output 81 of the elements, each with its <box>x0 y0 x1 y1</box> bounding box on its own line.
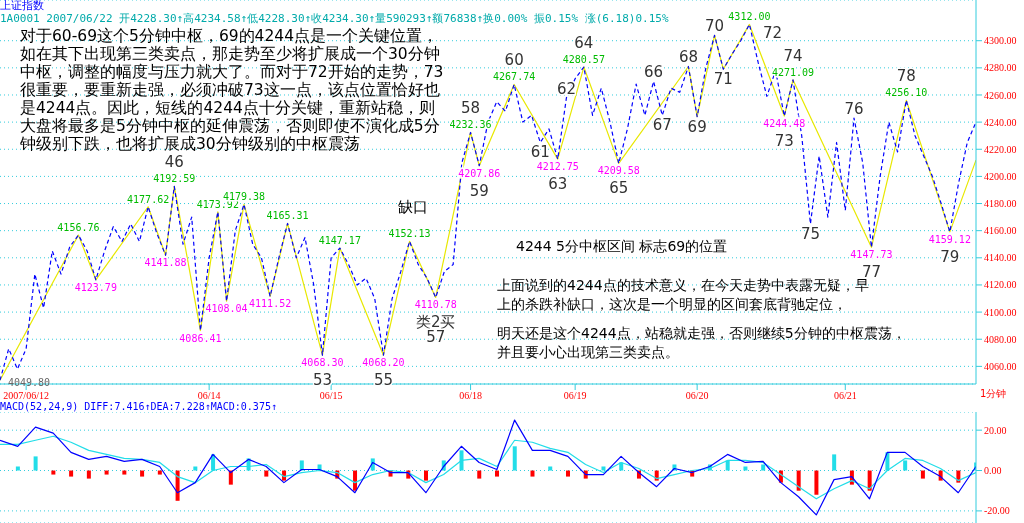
annotation: 缺口 <box>398 198 429 216</box>
annotation: 76 <box>844 100 864 119</box>
annotation: 4271.09 <box>771 66 815 78</box>
annotation: 4141.88 <box>144 257 187 269</box>
annotation: 57 <box>426 328 446 347</box>
x-axis-title: 1分钟 <box>980 388 1007 400</box>
annotation: 明天还是这个4244点，站稳就走强，否则继续5分钟的中枢震荡，并且要小心出现第三类卖点。 <box>497 324 907 362</box>
annotation: 55 <box>373 371 393 390</box>
x-tick-label: 2007/06/12 <box>3 390 49 402</box>
chart-title: MACD(52,24,9) DIFF:7.416↑DEA:7.228↑MACD:0.375↑ <box>0 401 277 413</box>
annotation: 66 <box>644 63 664 82</box>
annotation: 79 <box>940 247 960 266</box>
y-tick-label: 4300.00 <box>984 35 1017 47</box>
annotation: 4209.58 <box>597 165 640 177</box>
y-tick-label: 4140.00 <box>984 252 1017 264</box>
x-tick-label: 06/19 <box>563 390 587 402</box>
annotation: 65 <box>609 179 629 198</box>
annotation: 73 <box>774 132 794 151</box>
annotation: 4086.41 <box>179 332 222 344</box>
annotation: 64 <box>574 34 594 53</box>
annotation: 70 <box>705 17 725 36</box>
y-tick-label: 4200.00 <box>984 170 1017 182</box>
annotation: 53 <box>312 371 332 390</box>
y-tick-label: 4100.00 <box>984 306 1017 318</box>
annotation: 68 <box>678 48 698 67</box>
annotation: 4244.48 <box>763 118 806 130</box>
y-tick-label: 4120.00 <box>984 279 1017 291</box>
annotation: 4212.75 <box>536 161 579 173</box>
y-tick-label: 4180.00 <box>984 198 1017 210</box>
y-tick-label: 0.00 <box>984 465 1002 477</box>
annotation: 4068.30 <box>301 357 344 369</box>
y-tick-label: -20.00 <box>984 505 1010 517</box>
annotation: 对于60-69这个5分钟中枢，69的4244点是一个关键位置，如在其下出现第三类卖点，那走势至少将扩展成一个30分钟中枢，调整的幅度与压力就大了。而对于72开始的走势，73很重要，要重新走强，必须冲破73这一点，该点位置恰好也是4244点。因此，短线的4244点十分关键，重新站稳，则大盘将最多是5分钟中枢的延伸震荡，否则即使不演化成5分钟级别下跌，也将扩展成30分钟级别的中枢震荡 <box>20 27 445 153</box>
annotation: 72 <box>763 24 784 42</box>
annotation: 4256.10 <box>885 87 928 99</box>
y-tick-label: 4220.00 <box>984 143 1017 155</box>
y-tick-label: 4280.00 <box>984 62 1017 74</box>
annotation: 75 <box>800 224 820 243</box>
y-tick-label: 4060.00 <box>984 360 1017 372</box>
annotation: 4280.57 <box>562 54 605 66</box>
x-tick-label: 06/20 <box>685 390 709 402</box>
annotation: 4108.04 <box>205 303 248 315</box>
y-tick-label: 4240.00 <box>984 116 1017 128</box>
annotation: 4267.74 <box>493 71 536 83</box>
annotation: 4156.76 <box>57 222 100 234</box>
annotation: 59 <box>469 181 489 200</box>
x-tick-label: 06/18 <box>459 390 482 402</box>
annotation: 4177.62 <box>127 193 170 205</box>
annotation: 74 <box>783 46 803 65</box>
annotation: 71 <box>713 70 733 89</box>
annotation: 4165.31 <box>266 210 309 222</box>
x-tick-label: 06/21 <box>833 390 857 402</box>
y-tick-label: 4080.00 <box>984 333 1017 345</box>
y-tick-label: 4260.00 <box>984 89 1017 101</box>
annotation: 4312.00 <box>728 11 771 23</box>
annotation: 63 <box>548 175 568 194</box>
annotation: 4159.12 <box>928 233 971 245</box>
annotation: 60 <box>504 51 524 70</box>
annotation: 4111.52 <box>249 298 292 310</box>
annotation: 4244 5分中枢区间 标志69的位置 <box>516 238 728 254</box>
annotation: 4068.20 <box>362 357 405 369</box>
annotation: 4152.13 <box>388 228 431 240</box>
annotation: 4110.78 <box>414 299 457 311</box>
annotation: 62 <box>556 79 576 98</box>
annotation: 58 <box>461 99 481 118</box>
annotation: 67 <box>652 116 672 135</box>
text: 1A0001 2007/06/22 开4228.30↑高4234.58↑低4228.30↑收4234.30↑量590293↑额76838↑换0.00% 振0.15% 涨(6.18)0.15% <box>0 12 669 25</box>
annotation: 78 <box>896 67 916 86</box>
x-tick-label: 06/14 <box>197 390 221 402</box>
annotation: 69 <box>687 117 707 136</box>
y-tick-label: 20.00 <box>984 424 1007 436</box>
annotation: 4123.79 <box>74 281 117 293</box>
x-tick-label: 06/15 <box>319 390 343 402</box>
annotation: 61 <box>530 143 550 162</box>
y-tick-label: 4160.00 <box>984 225 1017 237</box>
annotation: 4192.59 <box>153 173 196 185</box>
annotation: 4147.17 <box>318 235 361 247</box>
annotation: 4147.73 <box>850 249 893 261</box>
annotation: 46 <box>164 153 184 172</box>
annotation: 4232.36 <box>449 119 492 131</box>
chart-title: 上证指数 <box>0 0 44 12</box>
